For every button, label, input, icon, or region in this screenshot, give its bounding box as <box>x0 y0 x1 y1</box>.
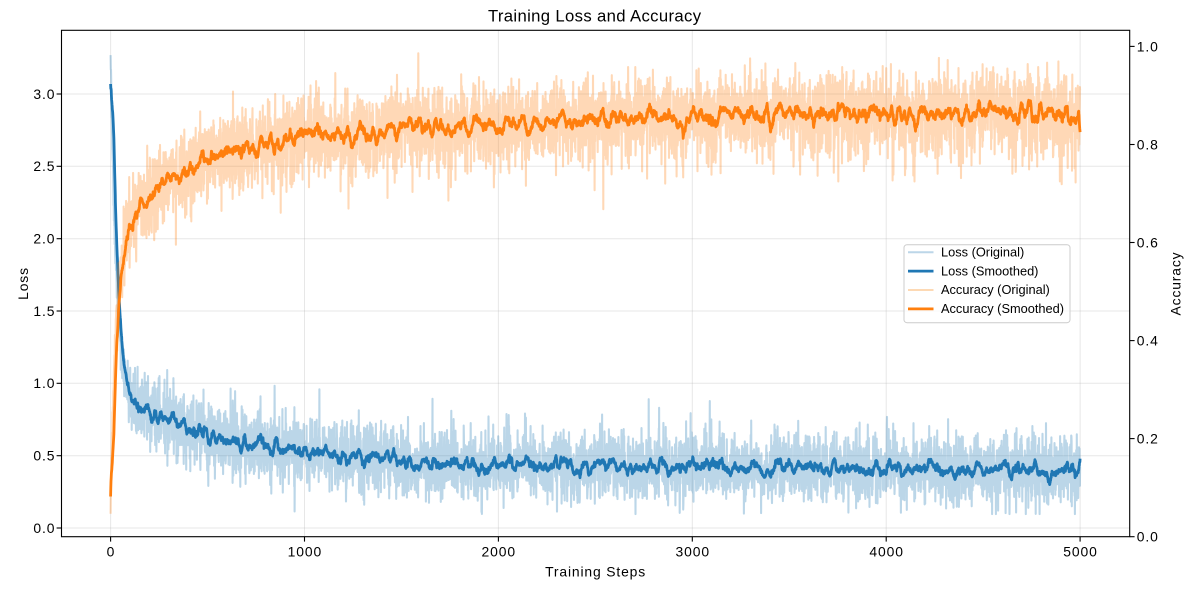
svg-text:0.2: 0.2 <box>1137 431 1159 447</box>
svg-text:Accuracy: Accuracy <box>1168 252 1184 316</box>
svg-text:Loss (Original): Loss (Original) <box>941 244 1024 259</box>
svg-text:3.0: 3.0 <box>33 86 55 102</box>
svg-text:Loss: Loss <box>15 267 31 300</box>
svg-text:2.0: 2.0 <box>33 231 55 247</box>
svg-text:Training Loss and Accuracy: Training Loss and Accuracy <box>488 7 702 26</box>
svg-text:0.4: 0.4 <box>1137 333 1159 349</box>
svg-text:1.0: 1.0 <box>33 375 55 391</box>
svg-text:0: 0 <box>107 544 116 560</box>
svg-text:Training Steps: Training Steps <box>545 563 646 579</box>
svg-text:1000: 1000 <box>288 544 323 560</box>
svg-text:Accuracy (Original): Accuracy (Original) <box>941 282 1050 297</box>
svg-text:1.0: 1.0 <box>1137 38 1159 54</box>
svg-text:2.5: 2.5 <box>33 158 55 174</box>
svg-text:0.6: 0.6 <box>1137 234 1159 250</box>
svg-text:0.0: 0.0 <box>1137 529 1159 545</box>
svg-text:0.5: 0.5 <box>33 448 55 464</box>
svg-text:1.5: 1.5 <box>33 303 55 319</box>
svg-text:Loss (Smoothed): Loss (Smoothed) <box>941 263 1038 278</box>
svg-text:5000: 5000 <box>1063 544 1098 560</box>
svg-text:0.0: 0.0 <box>33 520 55 536</box>
svg-text:4000: 4000 <box>869 544 904 560</box>
svg-text:0.8: 0.8 <box>1137 136 1159 152</box>
svg-text:3000: 3000 <box>676 544 711 560</box>
svg-text:2000: 2000 <box>482 544 517 560</box>
svg-text:Accuracy (Smoothed): Accuracy (Smoothed) <box>941 301 1064 316</box>
